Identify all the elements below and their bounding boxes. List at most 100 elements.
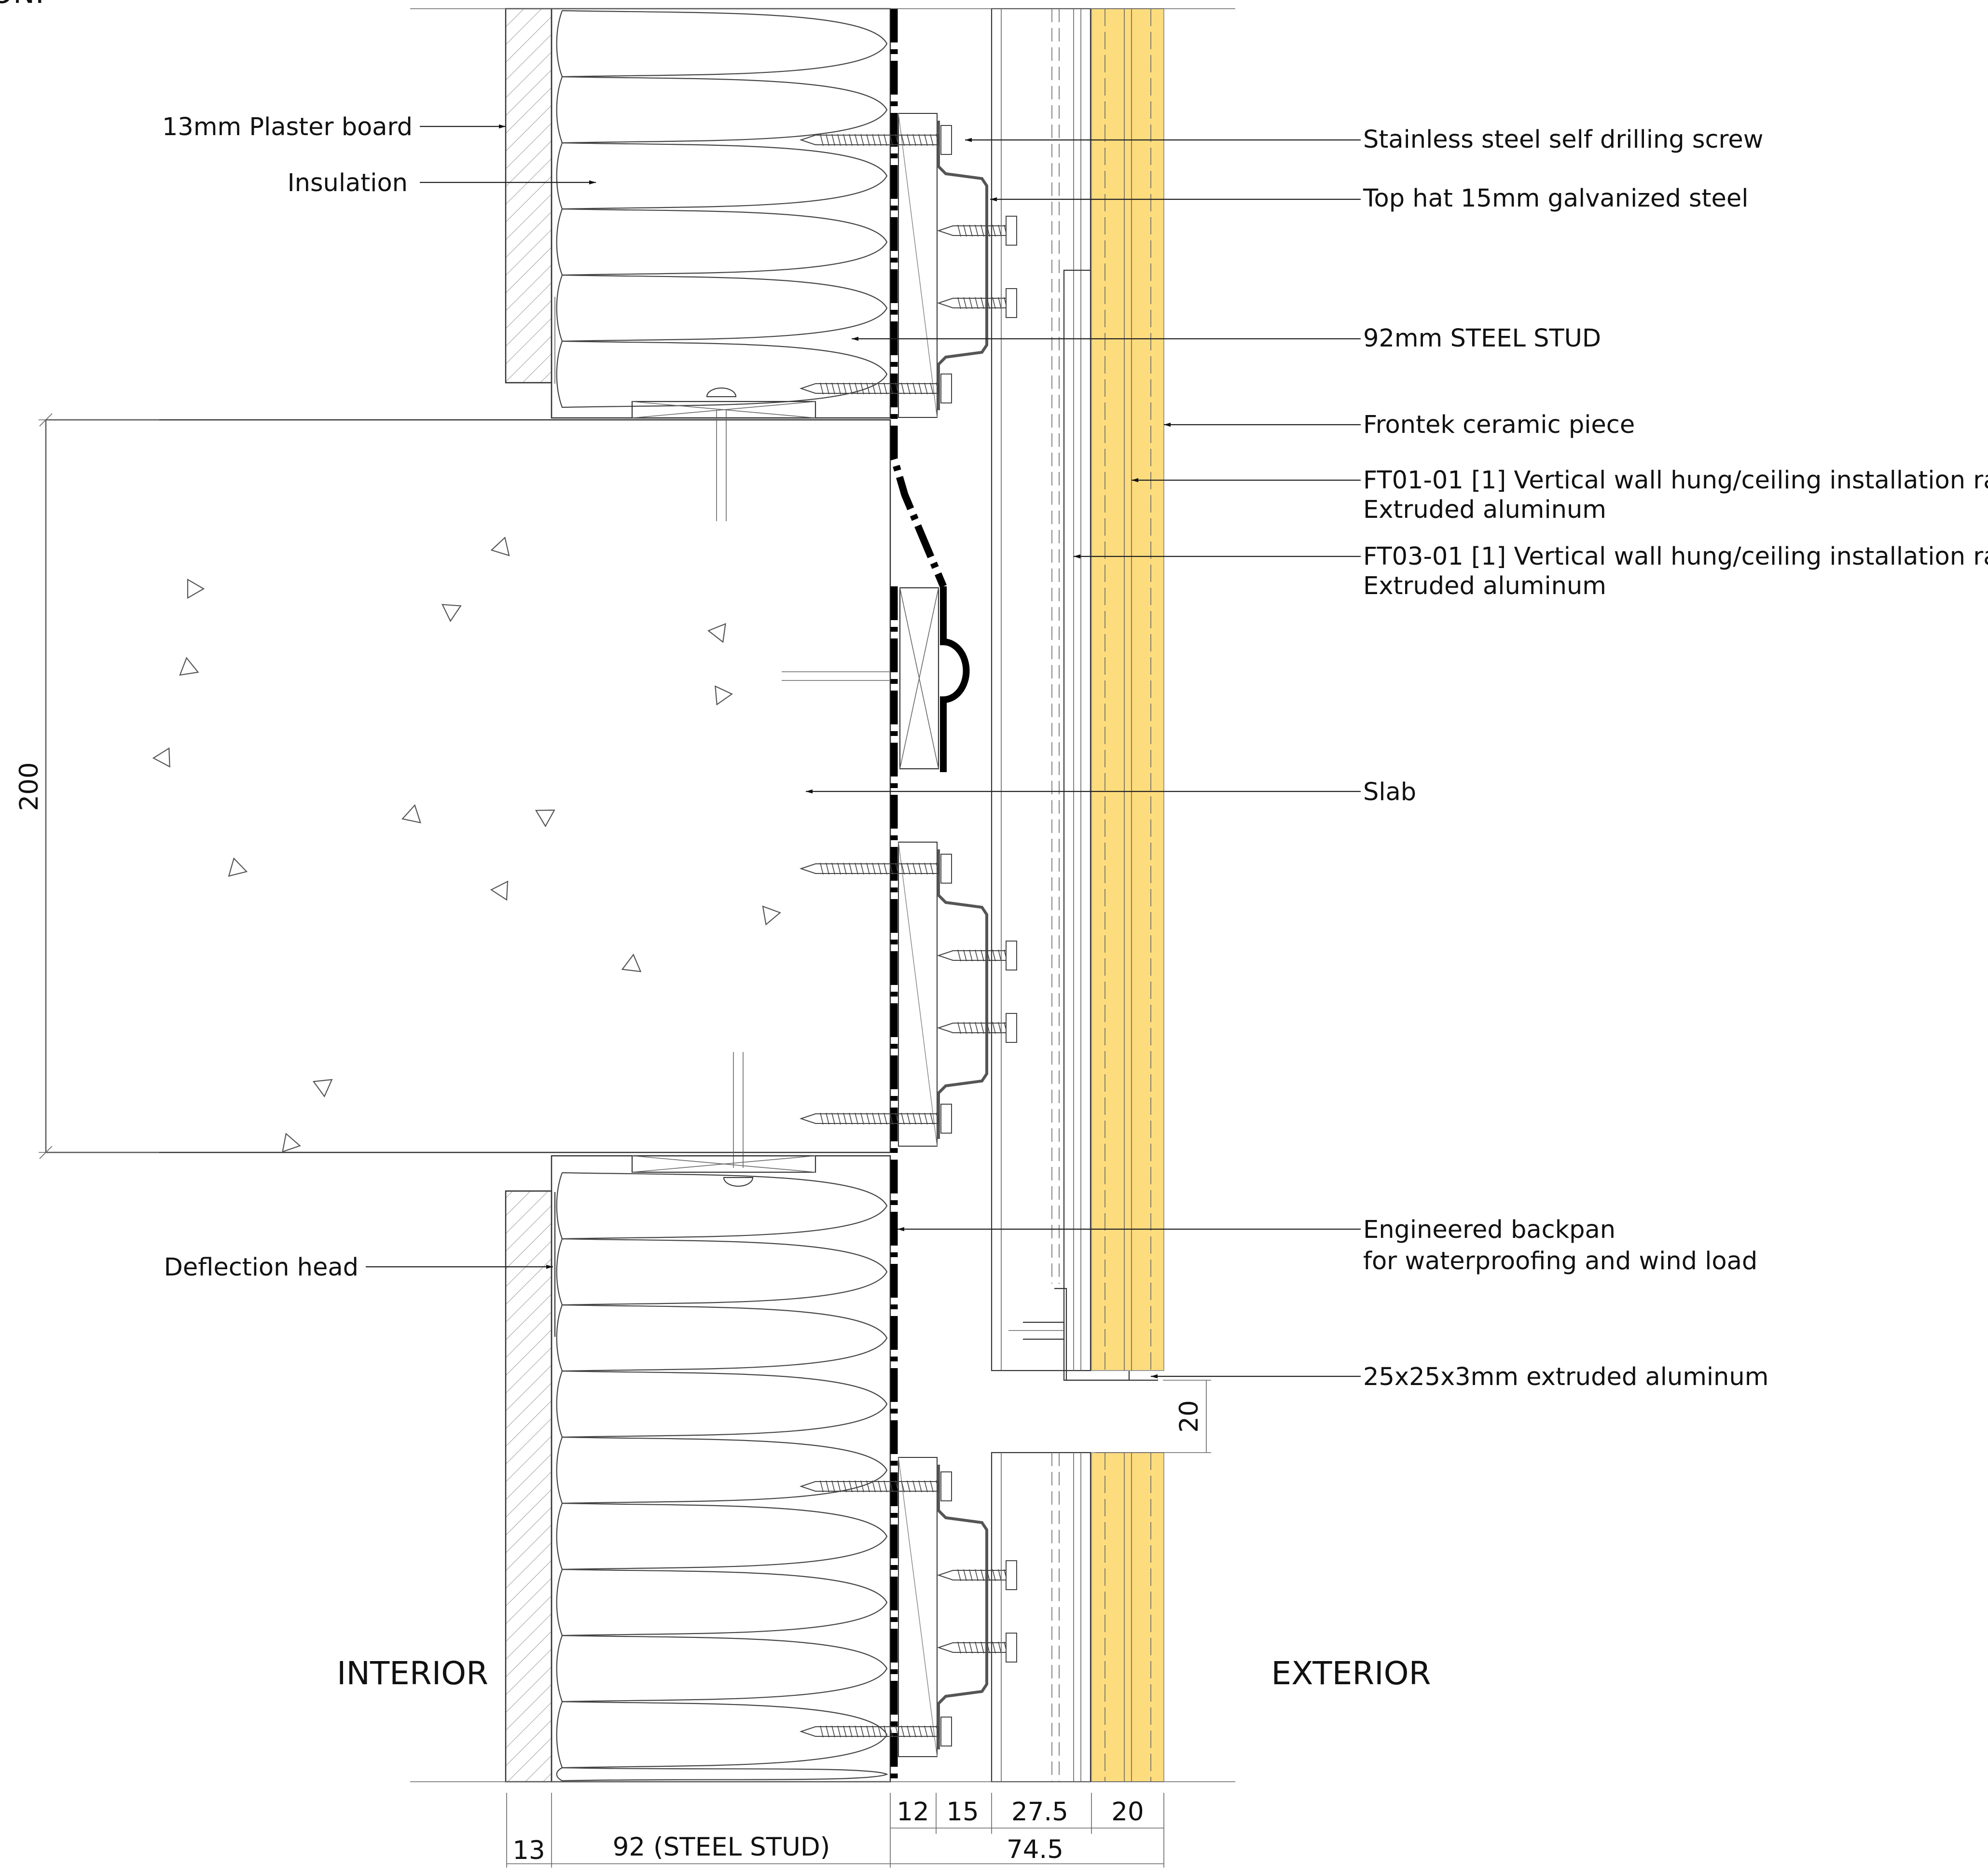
screw-thread <box>969 949 973 962</box>
callout-insulation: Insulation <box>288 169 408 197</box>
screw-head <box>940 1717 952 1746</box>
screw-thread <box>860 1480 864 1493</box>
screw-thread <box>992 1022 996 1034</box>
self-drilling-screws <box>799 125 1017 1746</box>
screw-thread <box>860 862 864 875</box>
screw-thread <box>969 1569 973 1581</box>
screw-thread <box>878 862 882 875</box>
screw-thread <box>957 1569 961 1581</box>
screw-thread <box>820 1112 824 1125</box>
frontek-ceramic-lower <box>1091 1452 1164 1782</box>
screw-thread <box>912 1725 916 1738</box>
screw-thread <box>975 1641 979 1654</box>
dim-exterior-total: 74.5 <box>1007 1835 1063 1864</box>
screw-thread <box>849 1480 853 1493</box>
callout-steel-stud: 92mm STEEL STUD <box>1363 324 1601 353</box>
screw-thread <box>901 1725 905 1738</box>
insulation-batt <box>556 1701 888 1769</box>
aggregate-mark <box>535 809 555 828</box>
screw-thread <box>889 1480 893 1493</box>
dim-backpan: 12 <box>897 1797 929 1827</box>
screw-thread <box>998 1641 1002 1654</box>
dim-top-hat: 15 <box>946 1797 979 1827</box>
screw-thread <box>872 134 876 146</box>
aluminum-angle <box>1008 1288 1158 1381</box>
screw-thread <box>831 1480 835 1493</box>
screw-thread <box>957 1022 961 1034</box>
screw-thread <box>837 862 841 875</box>
screw-thread <box>930 862 934 875</box>
dimension-slab-depth: 200 <box>14 413 159 1159</box>
screw-shank <box>937 950 1007 961</box>
aggregate-mark <box>282 1133 301 1153</box>
top-hat-channels <box>898 113 988 1757</box>
aggregate-mark <box>441 604 462 623</box>
insulation-batt <box>556 1304 888 1372</box>
screw-thread <box>901 382 905 395</box>
insulation-batt <box>556 1502 888 1570</box>
insulation-batt <box>556 10 888 78</box>
screw-thread <box>992 1569 996 1581</box>
screw-thread <box>975 949 979 962</box>
screw-thread <box>957 1641 961 1654</box>
screw-thread <box>884 862 887 875</box>
screw-thread <box>820 862 824 875</box>
callout-plaster-board: 13mm Plaster board <box>162 113 413 141</box>
dimension-gap: 20 <box>1095 1380 1211 1453</box>
screw-thread <box>884 1725 887 1738</box>
insulation-batt <box>556 76 888 144</box>
screw-thread <box>884 1112 887 1125</box>
dim-ceramic: 20 <box>1111 1797 1144 1827</box>
callout-slab: Slab <box>1363 778 1416 806</box>
screw-shank <box>937 1642 1007 1653</box>
screw-thread <box>901 862 905 875</box>
screw-thread <box>855 1725 858 1738</box>
screw-thread <box>969 1641 973 1654</box>
insulation-upper <box>556 10 888 408</box>
screw-thread <box>866 382 870 395</box>
aggregate-mark <box>312 1079 333 1098</box>
screw-thread <box>837 134 841 146</box>
screw-thread <box>975 1022 979 1034</box>
screw-thread <box>826 862 829 875</box>
screw-thread <box>918 862 922 875</box>
screw-thread <box>831 862 835 875</box>
screw-thread <box>912 134 916 146</box>
screw-thread <box>969 297 973 309</box>
screw-thread <box>849 382 853 395</box>
screw-thread <box>860 1112 864 1125</box>
screw-thread <box>924 134 928 146</box>
screw-head <box>940 854 952 884</box>
insulation-batt <box>556 1370 888 1438</box>
screw-thread <box>986 1569 990 1581</box>
screw-thread <box>872 862 876 875</box>
callout-top-hat: Top hat 15mm galvanized steel <box>1363 184 1748 213</box>
insulation-batt <box>556 208 888 276</box>
insulation-batt <box>556 1238 888 1306</box>
rail-zone-lower <box>991 1452 1091 1783</box>
screw-thread <box>924 862 928 875</box>
screw-thread <box>930 1112 934 1125</box>
screw-thread <box>936 1112 939 1125</box>
callout-screw: Stainless steel self drilling screw <box>1363 125 1763 154</box>
screw-thread <box>963 1022 967 1034</box>
screw-thread <box>912 382 916 395</box>
top-hat-backing-diagonal <box>898 842 938 1147</box>
screw-thread <box>986 1022 990 1034</box>
screw-thread <box>975 297 979 309</box>
screw-thread <box>889 1112 893 1125</box>
screw-thread <box>884 382 887 395</box>
screw-thread <box>855 1112 858 1125</box>
screw-thread <box>895 1725 899 1738</box>
screw-shank <box>937 225 1007 236</box>
plaster-board-lower <box>505 1190 552 1783</box>
plaster-board-upper <box>505 8 552 384</box>
screw-thread <box>936 382 939 395</box>
exterior-label: EXTERIOR <box>1271 1655 1431 1692</box>
screw-thread <box>924 1480 928 1493</box>
screw-thread <box>975 1569 979 1581</box>
screw-thread <box>957 949 961 962</box>
screw-thread <box>907 1480 911 1493</box>
screw-thread <box>936 1725 939 1738</box>
callout-deflection-head: Deflection head <box>164 1253 359 1282</box>
